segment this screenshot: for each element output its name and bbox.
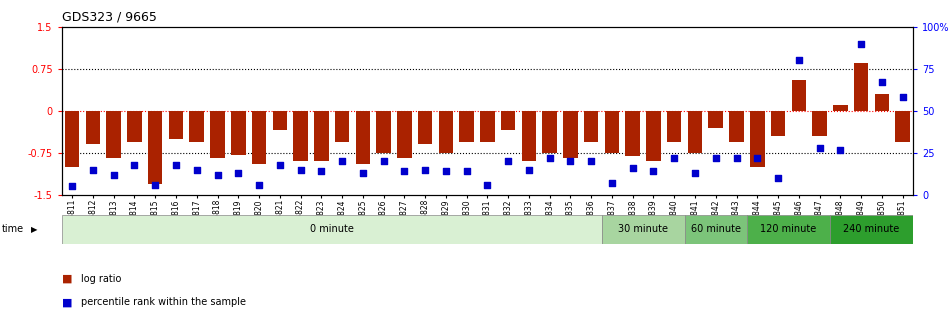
Point [521, 167, 536, 172]
Bar [65, 111, 80, 167]
Bar [563, 111, 577, 159]
Bar [273, 111, 287, 130]
Point [126, 162, 142, 167]
Bar [231, 111, 245, 155]
Point [667, 155, 682, 161]
Point [251, 182, 266, 187]
Bar [335, 111, 349, 142]
Bar [189, 111, 204, 142]
Text: GDS323 / 9665: GDS323 / 9665 [62, 10, 157, 23]
Point [356, 170, 371, 176]
Bar [542, 111, 557, 153]
Point [728, 155, 744, 161]
Point [397, 169, 412, 174]
Point [210, 172, 225, 177]
Bar [605, 111, 619, 153]
Bar [833, 105, 847, 111]
Point [86, 167, 101, 172]
Bar [708, 111, 723, 128]
Point [853, 41, 868, 46]
Point [812, 145, 827, 151]
Point [791, 58, 806, 63]
Point [189, 167, 204, 172]
Point [604, 180, 619, 186]
Bar [688, 111, 702, 153]
Bar [646, 111, 661, 161]
Bar [830, 215, 913, 244]
Point [770, 175, 786, 181]
Text: 60 minute: 60 minute [690, 224, 741, 234]
Bar [377, 111, 391, 153]
Bar [667, 111, 682, 142]
Point [168, 162, 184, 167]
Point [688, 170, 703, 176]
Bar [438, 111, 453, 153]
Text: 240 minute: 240 minute [844, 224, 900, 234]
Bar [626, 111, 640, 156]
Bar [602, 215, 685, 244]
Point [65, 184, 80, 189]
Bar [148, 111, 163, 184]
Bar [501, 111, 515, 130]
Bar [812, 111, 826, 136]
Text: percentile rank within the sample: percentile rank within the sample [81, 297, 246, 307]
Point [749, 155, 765, 161]
Bar [685, 215, 747, 244]
Bar [480, 111, 495, 142]
Point [438, 169, 454, 174]
Text: ■: ■ [62, 297, 72, 307]
Bar [314, 111, 329, 161]
Bar [584, 111, 598, 142]
Point [314, 169, 329, 174]
Point [147, 182, 163, 187]
Text: ■: ■ [62, 274, 72, 284]
Bar [750, 111, 765, 167]
Bar [86, 111, 100, 144]
Bar [107, 111, 121, 159]
Point [895, 95, 910, 100]
Bar [854, 63, 868, 111]
Bar [210, 111, 224, 159]
Bar [459, 111, 474, 142]
Point [563, 159, 578, 164]
Bar [398, 111, 412, 159]
Point [584, 159, 599, 164]
Point [231, 170, 246, 176]
Point [107, 172, 122, 177]
Text: 30 minute: 30 minute [618, 224, 669, 234]
Point [708, 155, 724, 161]
Text: log ratio: log ratio [81, 274, 121, 284]
Text: 0 minute: 0 minute [310, 224, 354, 234]
Bar [252, 111, 266, 164]
Bar [770, 111, 786, 136]
Text: 120 minute: 120 minute [760, 224, 817, 234]
Bar [127, 111, 142, 142]
Bar [522, 111, 536, 161]
Bar [729, 111, 744, 142]
Point [500, 159, 515, 164]
Point [833, 147, 848, 152]
Bar [747, 215, 830, 244]
Bar [62, 215, 602, 244]
Bar [356, 111, 370, 164]
Bar [417, 111, 433, 144]
Bar [895, 111, 910, 142]
Point [459, 169, 475, 174]
Point [417, 167, 433, 172]
Point [272, 162, 287, 167]
Point [293, 167, 308, 172]
Point [542, 155, 557, 161]
Point [646, 169, 661, 174]
Bar [875, 94, 889, 111]
Bar [293, 111, 308, 161]
Bar [168, 111, 184, 139]
Text: time: time [2, 224, 24, 234]
Point [335, 159, 350, 164]
Point [376, 159, 391, 164]
Point [625, 165, 640, 171]
Point [479, 182, 495, 187]
Bar [791, 80, 806, 111]
Text: ▶: ▶ [31, 225, 38, 234]
Point [874, 80, 889, 85]
